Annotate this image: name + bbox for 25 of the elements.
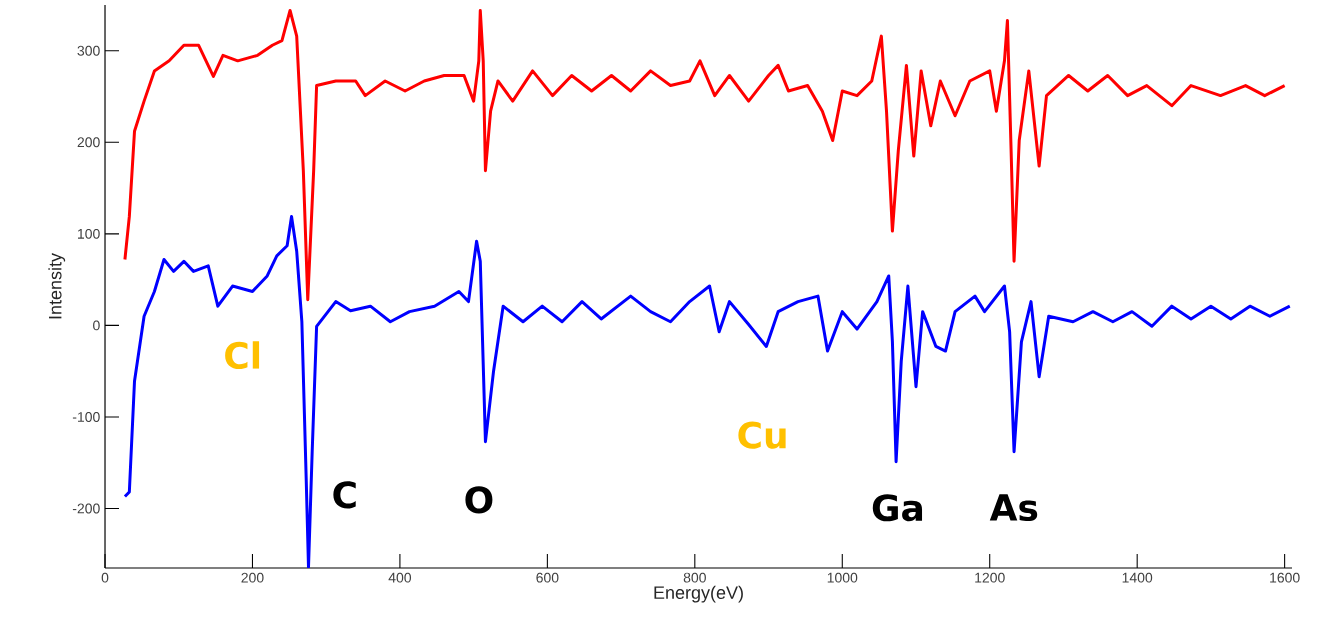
x-axis-title: Energy(eV)	[654, 585, 743, 603]
y-tick-label: -200	[72, 503, 100, 514]
x-tick-label: 1400	[1122, 572, 1153, 583]
line-series	[123, 8, 1287, 302]
x-tick-label: 1000	[827, 572, 858, 583]
x-tick-label: 200	[241, 572, 264, 583]
annotation: Ga	[872, 494, 923, 522]
x-tick-label: 400	[388, 572, 412, 583]
y-tick-label: 200	[77, 137, 100, 148]
y-tick-label: -100	[72, 411, 100, 422]
x-tick-label: 800	[683, 572, 706, 583]
x-tick-label: 0	[101, 572, 109, 583]
x-tick-label: 1200	[975, 572, 1005, 583]
annotation: C	[333, 481, 356, 509]
y-tick-label: 100	[78, 228, 100, 239]
annotation: O	[465, 486, 493, 514]
annotation: Cl	[225, 341, 260, 370]
x-tick-label: 1600	[1270, 572, 1300, 583]
y-tick-label: 300	[77, 45, 100, 56]
annotation: As	[989, 494, 1038, 522]
line-series	[123, 214, 1292, 568]
y-tick-label: 0	[93, 320, 100, 331]
annotation: Cu	[738, 421, 786, 449]
y-axis-title: Intensity	[48, 253, 66, 319]
x-tick-label: 600	[536, 572, 559, 583]
